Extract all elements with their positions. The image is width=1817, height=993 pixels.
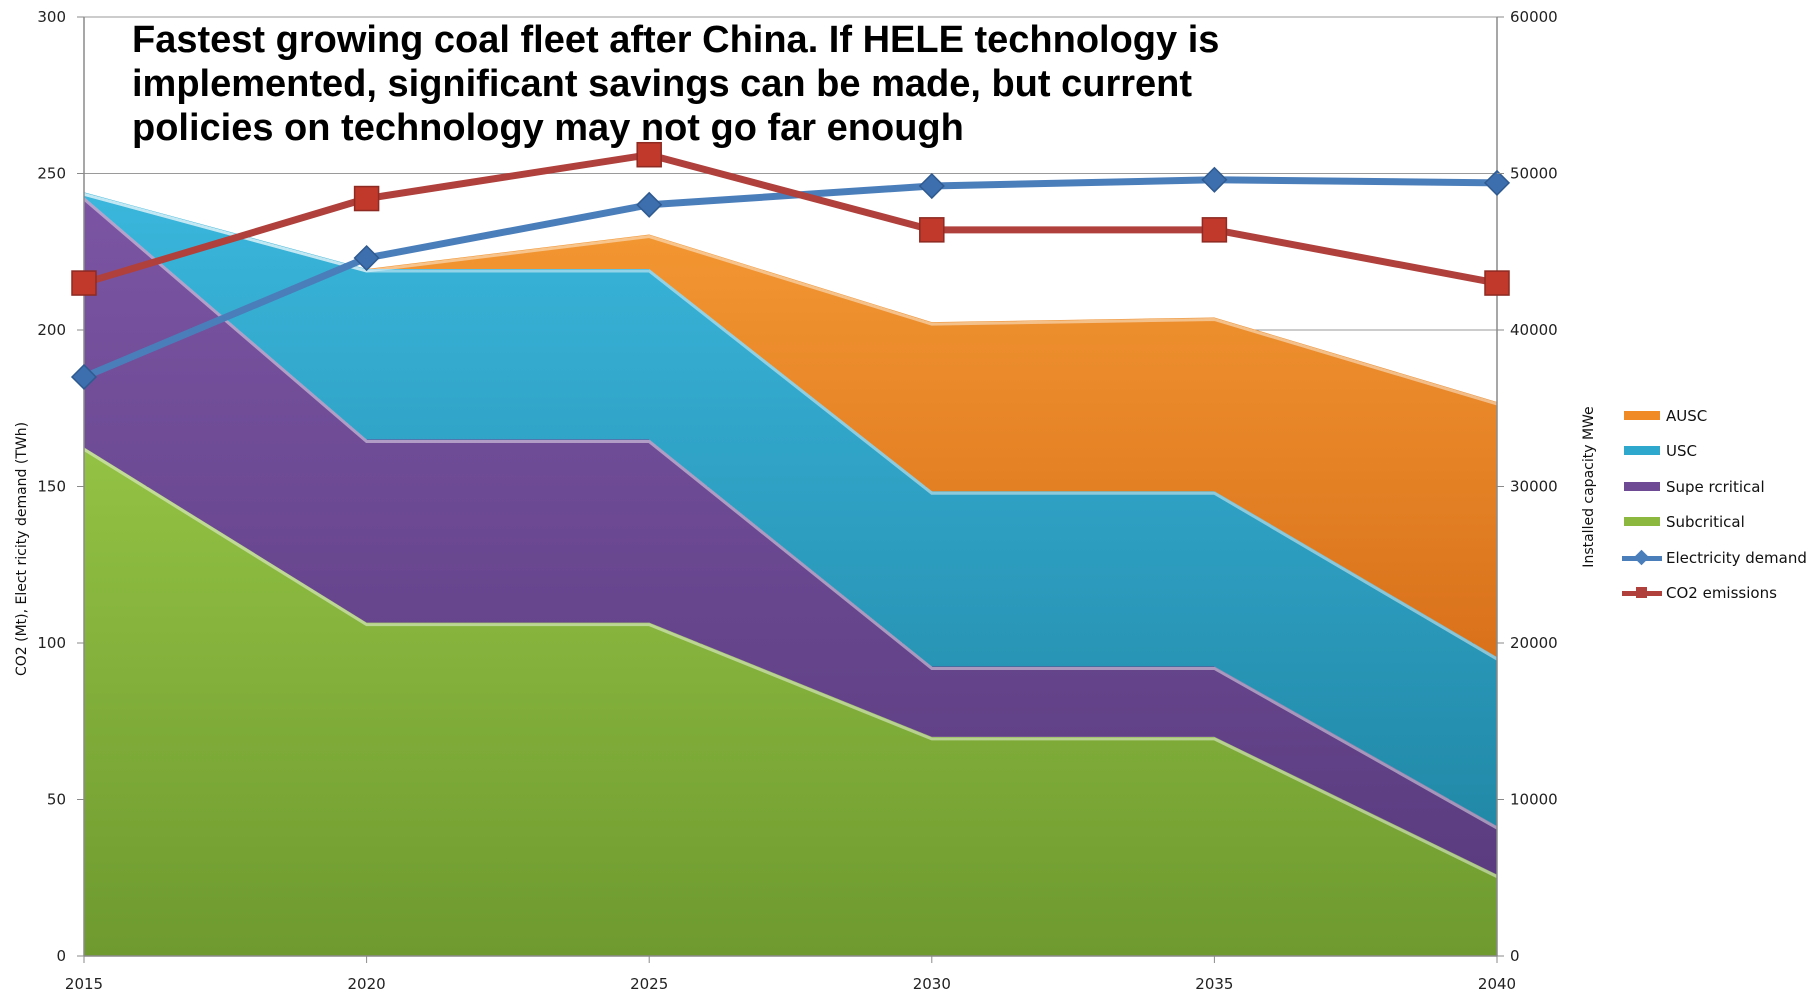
x-tick: 2020 — [348, 975, 386, 993]
legend-label: Electricity demand — [1666, 548, 1807, 567]
legend-marker — [1633, 549, 1650, 566]
point-co2-emissions — [1484, 270, 1510, 296]
chart-title: Fastest growing coal fleet after China. … — [132, 18, 1432, 150]
legend-label: Supe rcritical — [1666, 477, 1765, 496]
y-tick-right: 50000 — [1510, 165, 1558, 183]
point-electricity-demand — [70, 363, 98, 391]
area-usc-edge — [83, 192, 1498, 661]
point-co2-emissions — [71, 270, 97, 296]
legend-key — [1622, 513, 1662, 531]
y-tick-left: 300 — [37, 8, 66, 26]
legend-key — [1622, 549, 1662, 567]
x-tick: 2040 — [1478, 975, 1516, 993]
chart-title-line-2: implemented, significant savings can be … — [132, 63, 1193, 105]
y-tick-left: 0 — [56, 947, 66, 965]
point-electricity-demand — [636, 191, 663, 218]
legend-swatch — [1624, 481, 1660, 491]
legend-marker — [1636, 587, 1647, 599]
legend-label: Subcritical — [1666, 513, 1745, 532]
y-axis-right-label: Installed capacity MWe — [1581, 406, 1597, 567]
line-series — [70, 141, 1511, 391]
area-supercritical-edge — [83, 197, 1498, 830]
legend-item: Electricity demand — [1622, 540, 1807, 576]
x-tick: 2035 — [1195, 975, 1233, 993]
y-tick-right: 60000 — [1510, 8, 1558, 26]
legend-item: CO2 emissions — [1622, 576, 1807, 612]
point-electricity-demand — [353, 244, 380, 272]
legend-key — [1622, 442, 1662, 460]
legend-item: Subcritical — [1622, 505, 1807, 541]
y-tick-left: 200 — [37, 321, 66, 339]
chart-title-line-3: policies on technology may not go far en… — [132, 107, 964, 149]
area-subcritical-edge — [83, 448, 1498, 878]
point-electricity-demand — [1201, 166, 1228, 193]
y-tick-left: 50 — [47, 791, 66, 809]
area-usc — [84, 192, 1497, 827]
y-tick-right: 30000 — [1510, 478, 1558, 496]
area-subcritical — [84, 447, 1497, 956]
y-axis-left-label: CO2 (Mt), Elect ricity demand (TWh) — [14, 422, 30, 676]
y-tick-right: 0 — [1510, 947, 1520, 965]
y-tick-left: 250 — [37, 165, 66, 183]
legend-item: AUSC — [1622, 398, 1807, 434]
area-ausc — [84, 192, 1497, 658]
legend-key — [1622, 478, 1662, 496]
point-co2-emissions — [636, 141, 662, 168]
y-tick-left: 100 — [37, 634, 66, 652]
point-co2-emissions — [1201, 217, 1228, 243]
y-tick-right: 10000 — [1510, 791, 1558, 809]
chart-title-line-1: Fastest growing coal fleet after China. … — [132, 19, 1220, 61]
legend-item: USC — [1622, 434, 1807, 470]
area-ausc-edge — [83, 192, 1498, 406]
x-tick: 2015 — [65, 975, 103, 993]
legend-swatch — [1624, 410, 1660, 420]
point-co2-emissions — [353, 185, 380, 212]
y-tick-left: 150 — [37, 478, 66, 496]
tick-labels: 0 50 100 150 200 250 300 0 10000 20000 30000 40000 5… — [37, 8, 1557, 993]
legend-key — [1622, 584, 1662, 602]
legend-label: USC — [1666, 442, 1697, 461]
point-co2-emissions — [919, 217, 945, 243]
legend-label: CO2 emissions — [1666, 584, 1777, 603]
legend-swatch — [1624, 446, 1660, 456]
legend-swatch — [1624, 517, 1660, 527]
legend-label: AUSC — [1666, 406, 1708, 425]
x-tick: 2030 — [913, 975, 951, 993]
area-series — [83, 192, 1498, 956]
legend-key — [1622, 407, 1662, 425]
y-tick-right: 20000 — [1510, 634, 1558, 652]
point-electricity-demand — [1483, 169, 1511, 196]
area-supercritical — [84, 196, 1497, 875]
y-tick-right: 40000 — [1510, 321, 1558, 339]
legend-item: Supe rcritical — [1622, 469, 1807, 505]
point-electricity-demand — [918, 172, 945, 200]
line-co2-emissions — [82, 151, 1498, 287]
x-tick: 2025 — [630, 975, 668, 993]
legend: AUSC USC Supe rcritical Subcritical Electric… — [1622, 398, 1807, 611]
